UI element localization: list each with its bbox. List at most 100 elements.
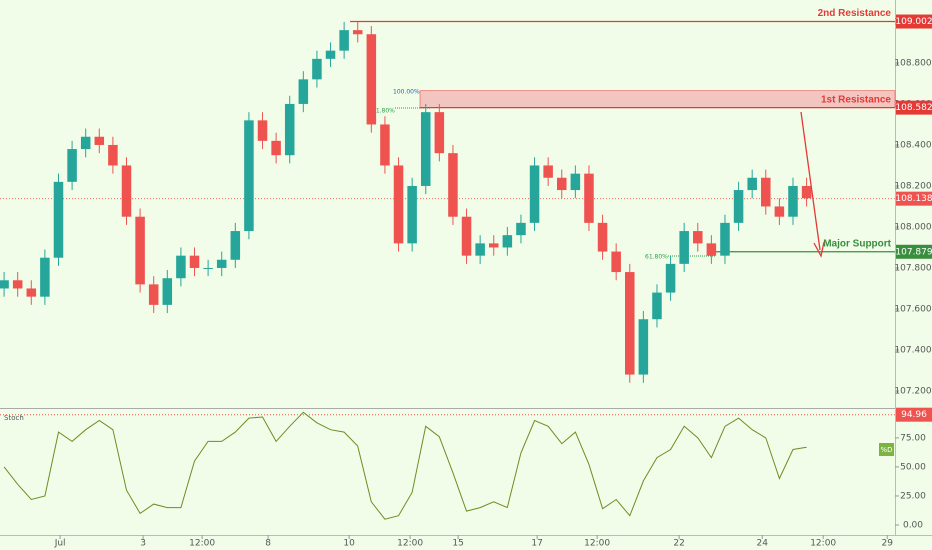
candle-body <box>135 216 145 285</box>
candle-body <box>26 288 37 297</box>
price-label-box <box>896 191 932 206</box>
candle-body <box>625 272 635 375</box>
fib-label: 61.80% <box>645 254 668 261</box>
candle-body <box>393 165 404 244</box>
candle-body <box>788 185 798 217</box>
x-tick-label: 8 <box>265 539 271 549</box>
candle-body <box>407 185 417 244</box>
y-tick-label: 108.200 <box>894 181 931 191</box>
candle-body <box>230 231 241 260</box>
candle-body <box>94 136 105 145</box>
candle-body <box>257 120 268 141</box>
candle-body <box>203 267 213 269</box>
candle-body <box>244 120 254 232</box>
candle-body <box>461 216 472 256</box>
candle-body <box>488 243 499 248</box>
fib-label: 100.00% <box>393 89 420 96</box>
stoch-tick-label: 25.00 <box>900 491 926 501</box>
x-tick-label: Jul <box>54 539 66 549</box>
candle-body <box>352 30 363 35</box>
candle-body <box>312 58 322 80</box>
price-label-box <box>896 407 932 422</box>
candle-body <box>0 280 9 289</box>
price-label: 109.002 <box>895 17 932 27</box>
level-label: Major Support <box>823 238 891 249</box>
candle-body <box>80 136 91 150</box>
candle-body <box>774 206 785 217</box>
price-label-box <box>896 14 932 29</box>
y-tick-label: 108.400 <box>894 140 931 150</box>
fib-label: 61.80% <box>372 108 395 115</box>
price-label-box <box>896 100 932 115</box>
price-label-box <box>896 244 932 259</box>
stoch-label: Stoch <box>4 414 24 422</box>
y-tick-label: 108.000 <box>894 222 931 232</box>
x-tick-label: 17 <box>531 539 542 549</box>
candle-body <box>693 231 703 244</box>
stoch-tick-label: 75.00 <box>900 433 926 443</box>
candle-body <box>679 231 689 264</box>
stoch-tick-label: 50.00 <box>900 462 926 472</box>
candle-body <box>12 280 23 289</box>
candle-body <box>216 259 227 268</box>
y-tick-label: 107.800 <box>894 263 931 273</box>
price-label: 108.582 <box>895 103 932 113</box>
y-tick-label: 107.600 <box>894 304 931 314</box>
candle-body <box>597 222 608 252</box>
candle-body <box>611 251 621 273</box>
price-label: 94.96 <box>901 410 927 420</box>
price-label: 108.138 <box>895 194 932 204</box>
y-tick-label: 108.800 <box>894 58 931 68</box>
candle-body <box>529 165 540 223</box>
x-tick-label: 12:00 <box>810 539 836 549</box>
y-tick-label: 107.400 <box>894 345 931 355</box>
candle-body <box>516 222 526 236</box>
candle-body <box>420 112 431 186</box>
candle-body <box>339 30 349 51</box>
candle-body <box>121 165 132 217</box>
candle-body <box>733 190 744 223</box>
candle-body <box>570 173 581 191</box>
y-tick-label: 107.200 <box>894 386 931 396</box>
candle-body <box>148 284 159 305</box>
candle-body <box>53 181 64 258</box>
candle-body <box>325 50 336 59</box>
candle-body <box>801 185 812 199</box>
candle-body <box>298 79 309 104</box>
candle-body <box>189 255 200 268</box>
candle-body <box>502 235 513 248</box>
candle-body <box>747 177 757 191</box>
candle-body <box>761 177 771 207</box>
arrow-head <box>813 241 825 258</box>
candle-body <box>108 144 118 166</box>
candle-body <box>720 222 730 256</box>
legend-box <box>879 443 894 456</box>
candle-body <box>475 243 485 256</box>
candle-body <box>652 292 662 320</box>
candle-body <box>556 177 567 191</box>
x-tick-label: 15 <box>452 539 463 549</box>
candle-body <box>380 124 390 166</box>
candle-body <box>706 243 717 256</box>
candle-body <box>67 149 77 182</box>
price-label: 107.879 <box>895 247 932 257</box>
stoch-line <box>3 411 807 520</box>
candle-body <box>366 34 377 125</box>
x-tick-label: 12:00 <box>584 539 610 549</box>
candle-body <box>176 255 186 279</box>
x-tick-label: 24 <box>757 539 769 549</box>
candle-body <box>665 263 676 293</box>
x-tick-label: 10 <box>343 539 355 549</box>
candle-body <box>638 319 649 375</box>
x-tick-label: 29 <box>882 539 894 549</box>
candle-body <box>448 153 458 217</box>
candle-body <box>271 140 281 156</box>
stoch-tick-label: 0.00 <box>903 521 923 531</box>
x-tick-label: 12:00 <box>189 539 215 549</box>
candle-body <box>284 103 295 156</box>
candle-body <box>584 173 594 223</box>
arrow <box>800 111 821 251</box>
candle-body <box>162 278 173 305</box>
